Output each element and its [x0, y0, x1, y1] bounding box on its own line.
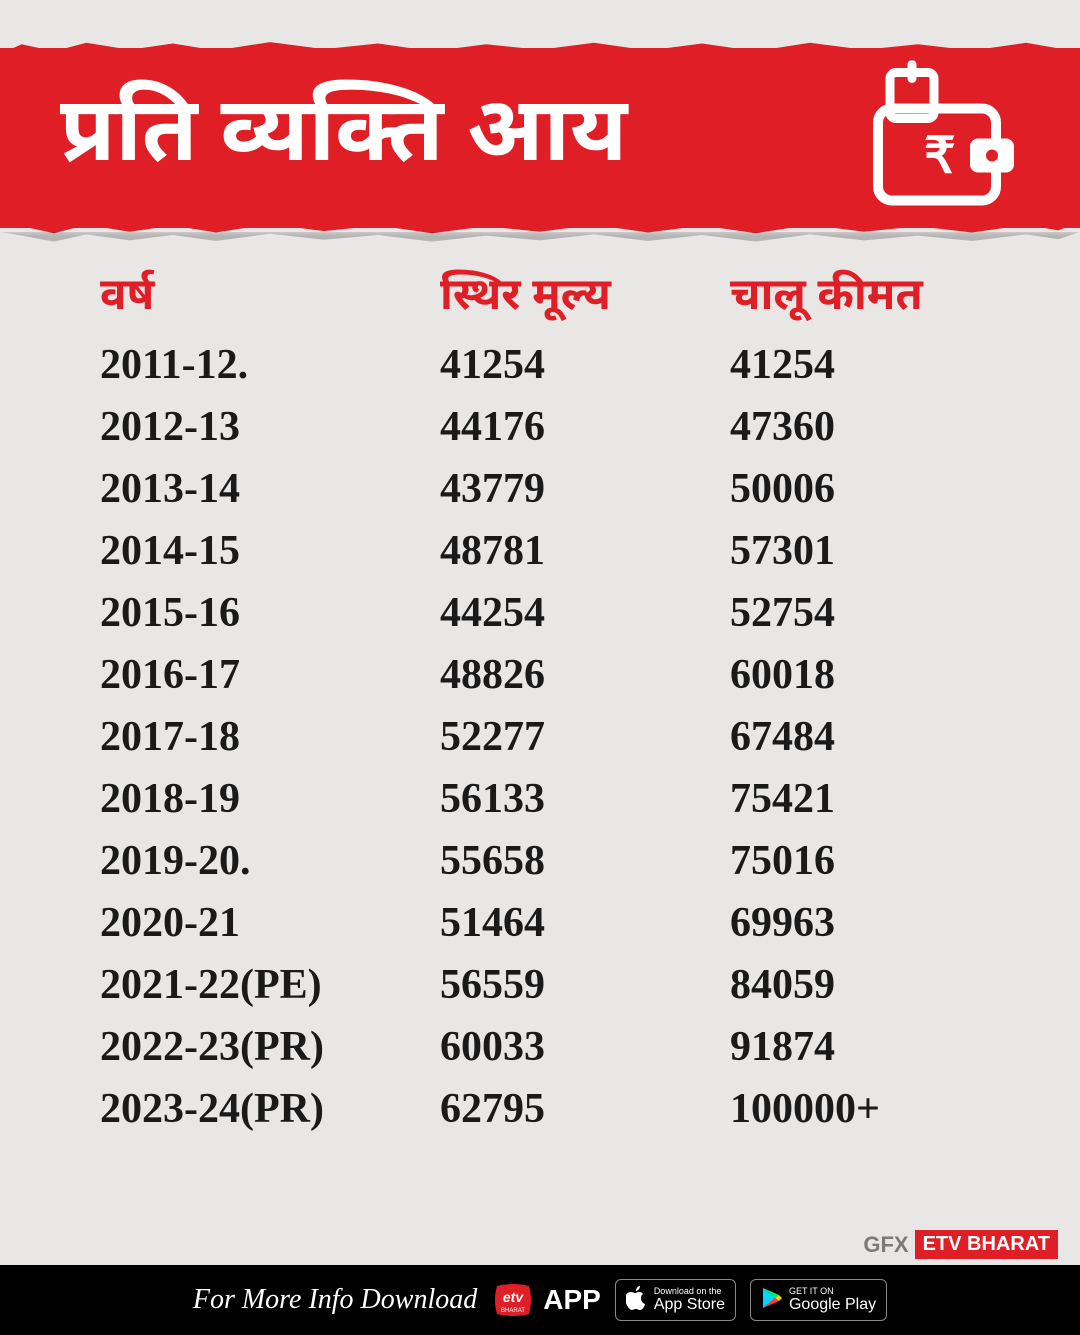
appstore-small-text: Download on the	[654, 1287, 725, 1296]
table-cell: 55658	[440, 837, 730, 885]
googleplay-icon	[761, 1286, 783, 1315]
googleplay-big-text: Google Play	[789, 1296, 876, 1314]
col-header-year: वर्ष	[100, 270, 440, 327]
table-row: 2020-215146469963	[100, 899, 1000, 947]
table-cell: 56133	[440, 775, 730, 823]
table-cell: 41254	[440, 341, 730, 389]
table-cell: 44254	[440, 589, 730, 637]
table-cell: 2022-23(PR)	[100, 1023, 440, 1071]
table-cell: 57301	[730, 527, 1000, 575]
etv-bharat-badge: ETV BHARAT	[915, 1230, 1058, 1259]
table-cell: 2023-24(PR)	[100, 1085, 440, 1133]
banner-shadow	[0, 232, 1080, 244]
footer-app-label: APP	[543, 1284, 601, 1316]
table-cell: 60033	[440, 1023, 730, 1071]
table-cell: 52754	[730, 589, 1000, 637]
table-cell: 2021-22(PE)	[100, 961, 440, 1009]
appstore-badge[interactable]: Download on the App Store	[615, 1279, 736, 1321]
gfx-label: GFX	[863, 1232, 908, 1258]
table-cell: 2012-13	[100, 403, 440, 451]
table-row: 2023-24(PR)62795100000+	[100, 1085, 1000, 1133]
col-header-current-price: चालू कीमत	[730, 270, 1000, 327]
footer-bar: For More Info Download etv BHARAT APP Do…	[0, 1265, 1080, 1335]
table-cell: 44176	[440, 403, 730, 451]
table-cell: 43779	[440, 465, 730, 513]
wallet-rupee-icon: ₹	[860, 61, 1020, 216]
table-cell: 50006	[730, 465, 1000, 513]
table-row: 2017-185227767484	[100, 713, 1000, 761]
table-cell: 60018	[730, 651, 1000, 699]
col-header-constant-price: स्थिर मूल्य	[440, 270, 730, 327]
table-cell: 2016-17	[100, 651, 440, 699]
table-cell: 48781	[440, 527, 730, 575]
table-cell: 41254	[730, 341, 1000, 389]
page-title: प्रति व्यक्ति आय	[60, 79, 627, 197]
table-cell: 47360	[730, 403, 1000, 451]
table-cell: 2013-14	[100, 465, 440, 513]
table-row: 2021-22(PE)5655984059	[100, 961, 1000, 1009]
appstore-big-text: App Store	[654, 1296, 725, 1314]
table-cell: 91874	[730, 1023, 1000, 1071]
table-row: 2016-174882660018	[100, 651, 1000, 699]
apple-icon	[626, 1285, 648, 1316]
table-cell: 2017-18	[100, 713, 440, 761]
table-cell: 2019-20.	[100, 837, 440, 885]
table-header-row: वर्ष स्थिर मूल्य चालू कीमत	[100, 270, 1000, 327]
table-row: 2011-12.4125441254	[100, 341, 1000, 389]
income-table: वर्ष स्थिर मूल्य चालू कीमत 2011-12.41254…	[100, 270, 1000, 1147]
svg-text:etv: etv	[503, 1289, 524, 1305]
svg-text:BHARAT: BHARAT	[501, 1308, 525, 1314]
table-row: 2013-144377950006	[100, 465, 1000, 513]
table-cell: 2020-21	[100, 899, 440, 947]
table-row: 2019-20.5565875016	[100, 837, 1000, 885]
table-row: 2022-23(PR)6003391874	[100, 1023, 1000, 1071]
header-banner: प्रति व्यक्ति आय ₹	[0, 48, 1080, 228]
googleplay-small-text: GET IT ON	[789, 1287, 876, 1296]
table-cell: 62795	[440, 1085, 730, 1133]
table-cell: 48826	[440, 651, 730, 699]
table-cell: 2011-12.	[100, 341, 440, 389]
googleplay-badge[interactable]: GET IT ON Google Play	[750, 1279, 887, 1321]
table-cell: 67484	[730, 713, 1000, 761]
table-body: 2011-12.41254412542012-1344176473602013-…	[100, 341, 1000, 1133]
table-cell: 51464	[440, 899, 730, 947]
table-cell: 52277	[440, 713, 730, 761]
table-cell: 84059	[730, 961, 1000, 1009]
table-row: 2015-164425452754	[100, 589, 1000, 637]
table-cell: 2018-19	[100, 775, 440, 823]
table-cell: 100000+	[730, 1085, 1000, 1133]
svg-text:₹: ₹	[924, 128, 956, 184]
table-cell: 2014-15	[100, 527, 440, 575]
table-cell: 75016	[730, 837, 1000, 885]
table-row: 2018-195613375421	[100, 775, 1000, 823]
footer-download-text: For More Info Download	[193, 1284, 477, 1316]
etv-logo-icon: etv BHARAT	[491, 1278, 535, 1322]
table-cell: 2015-16	[100, 589, 440, 637]
table-cell: 69963	[730, 899, 1000, 947]
gfx-credit: GFX ETV BHARAT	[863, 1230, 1058, 1259]
table-cell: 75421	[730, 775, 1000, 823]
table-row: 2012-134417647360	[100, 403, 1000, 451]
table-cell: 56559	[440, 961, 730, 1009]
table-row: 2014-154878157301	[100, 527, 1000, 575]
